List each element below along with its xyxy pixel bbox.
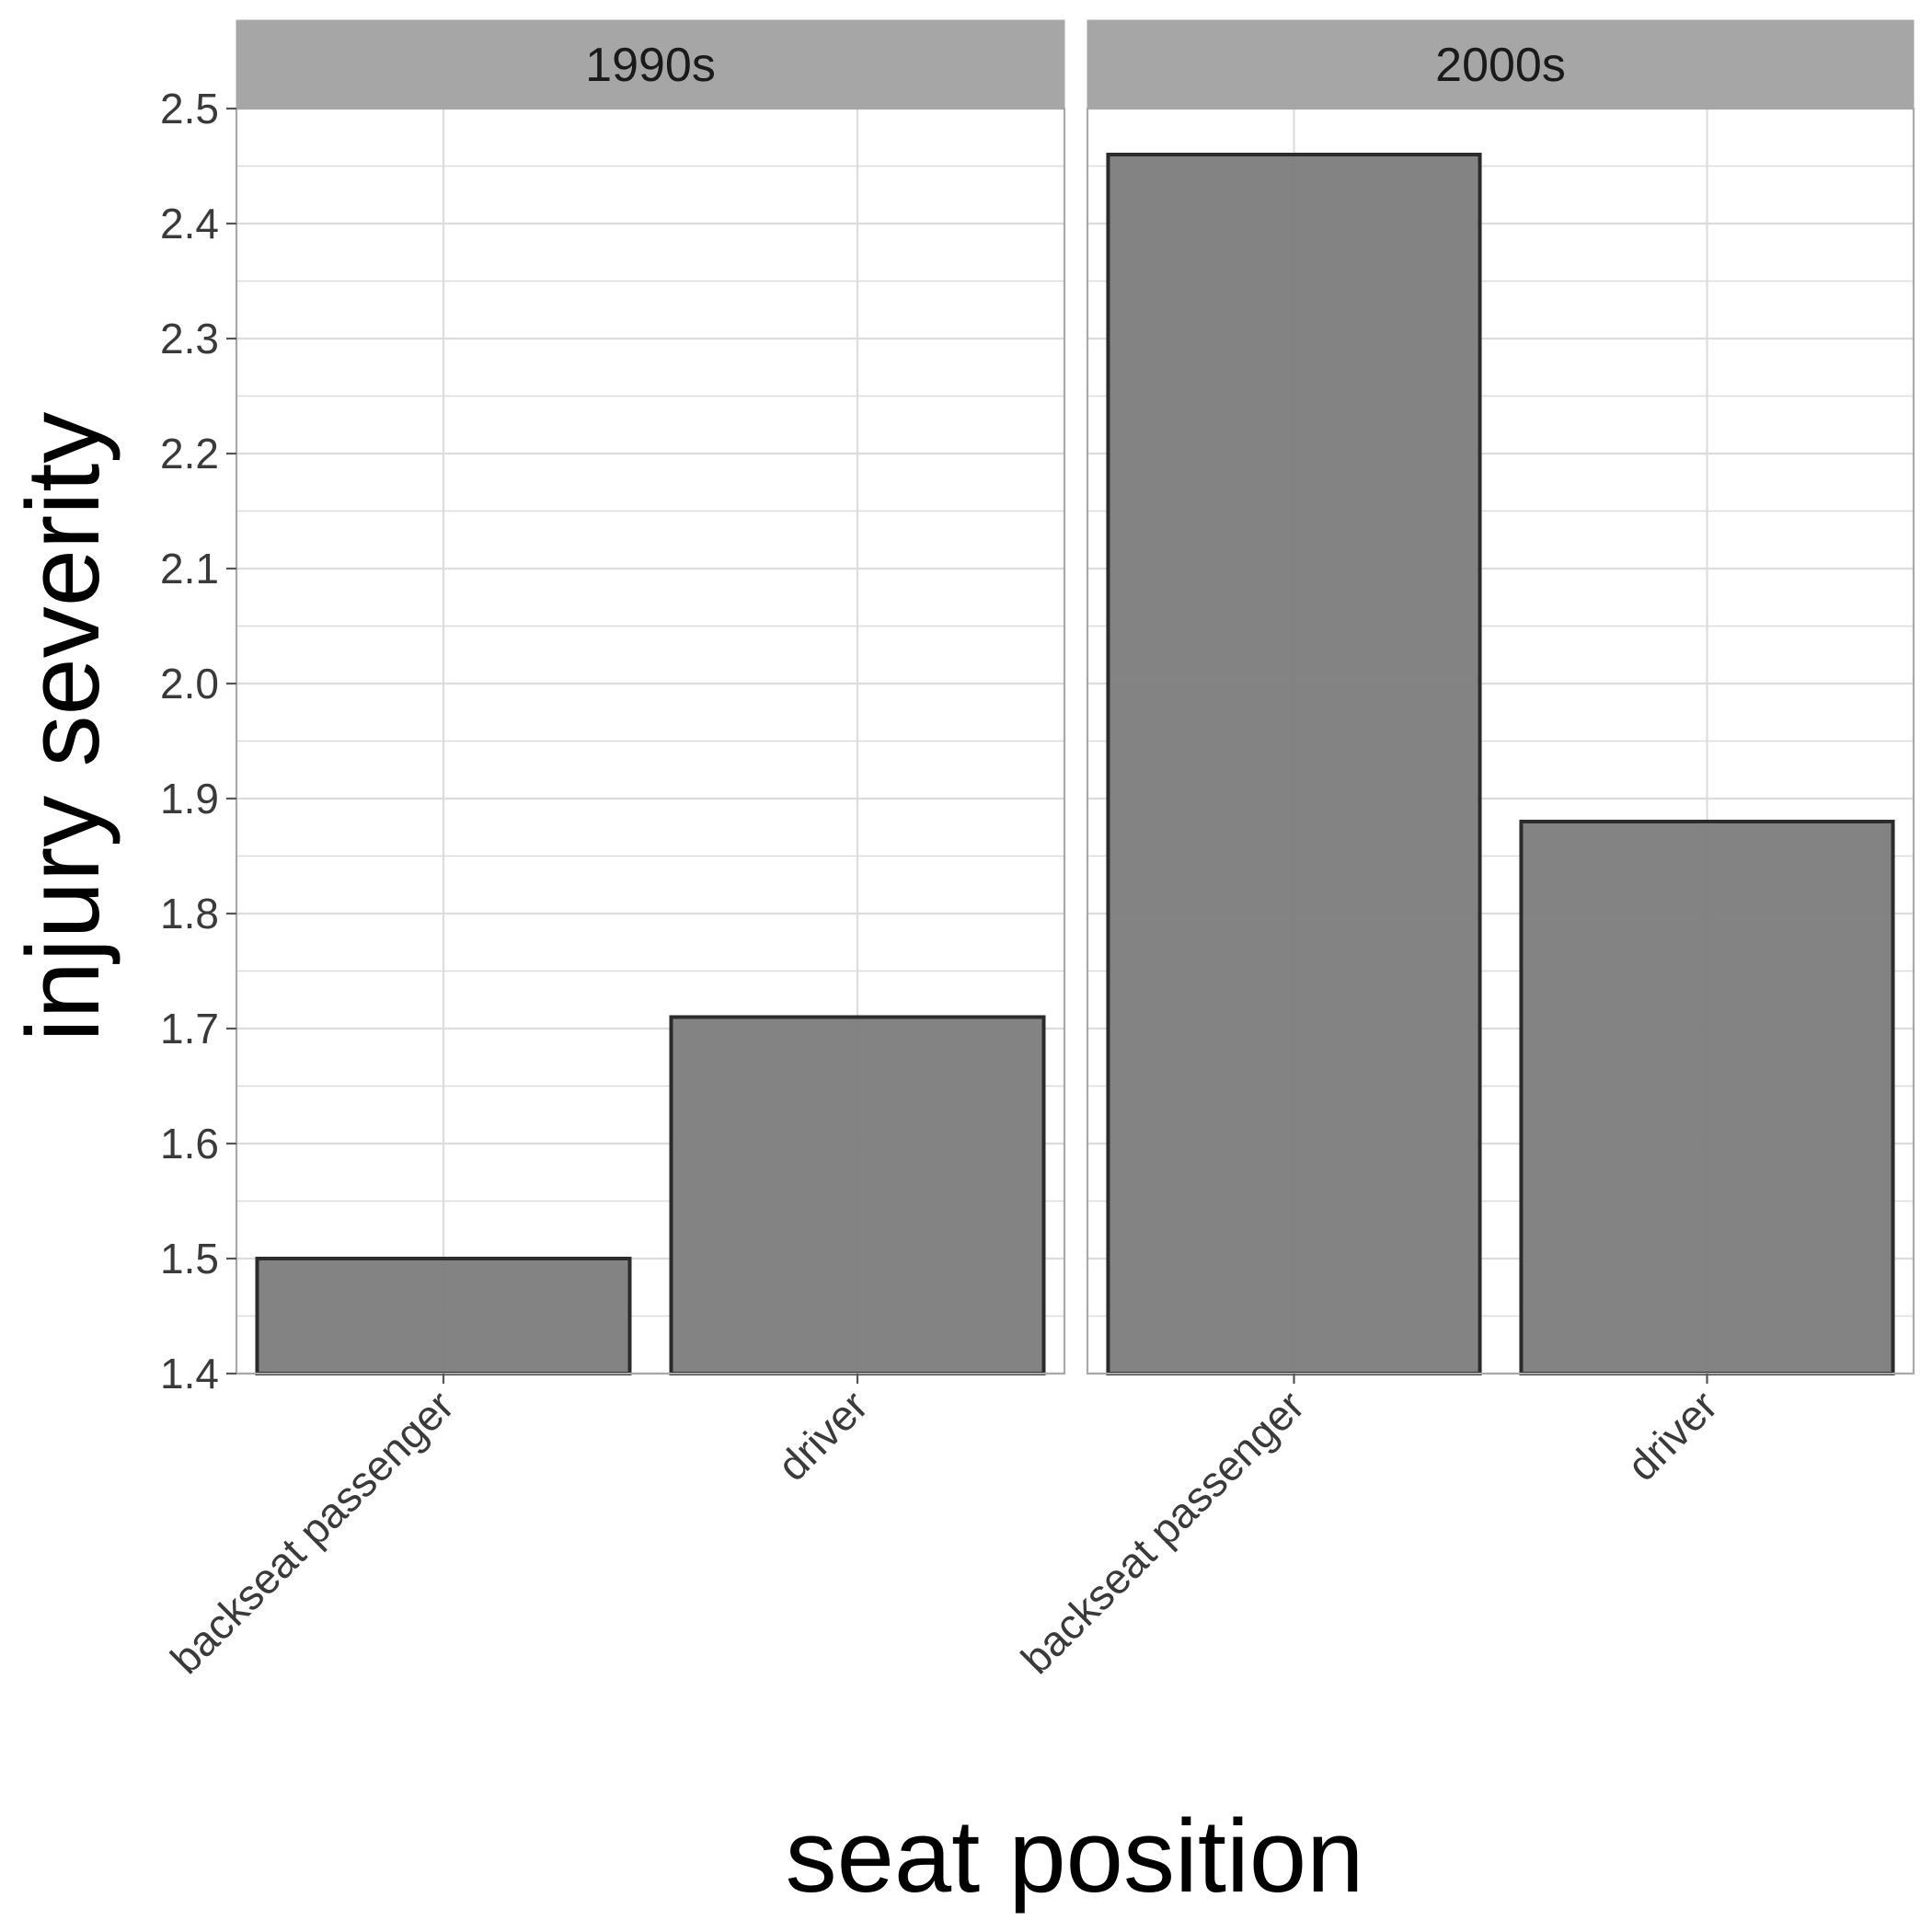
facet-strip: [236, 19, 1065, 109]
x-tick-label: backseat passenger: [1012, 1381, 1314, 1683]
panels: 1990s 2000s: [235, 19, 1915, 1375]
bar-1990s-driver: [669, 1015, 1046, 1375]
y-tick-label: 2.2: [160, 430, 219, 477]
bars: [255, 153, 1895, 1375]
facet-strip-label: 2000s: [1435, 39, 1566, 92]
y-tick-label: 1.9: [160, 775, 219, 822]
x-tick-label: backseat passenger: [161, 1381, 463, 1683]
facet-strip-label: 1990s: [585, 39, 716, 92]
facet-strip: [1087, 19, 1915, 109]
y-tick-label: 2.4: [160, 200, 219, 247]
y-tick-label: 1.7: [160, 1005, 219, 1052]
bar-2000s-backseat-passenger: [1106, 153, 1482, 1375]
bar-2000s-driver: [1519, 820, 1895, 1375]
x-axis-ticks: backseat passenger driver backseat passeng…: [161, 1374, 1727, 1683]
x-axis-title: seat position: [786, 1799, 1364, 1914]
y-tick-label: 1.8: [160, 890, 219, 937]
y-tick-label: 2.3: [160, 315, 219, 362]
x-tick-label: driver: [1617, 1381, 1726, 1489]
bar-1990s-backseat-passenger: [255, 1257, 632, 1375]
y-tick-label: 1.6: [160, 1120, 219, 1167]
y-axis-ticks: 1.4 1.5 1.6 1.7 1.8 1.9 2.0 2.1 2.2 2.3 2.4 2.5: [160, 85, 236, 1397]
y-tick-label: 2.0: [160, 660, 219, 707]
y-tick-label: 1.4: [160, 1350, 219, 1397]
y-axis-title: injury severity: [6, 412, 121, 1042]
y-tick-label: 2.1: [160, 545, 219, 592]
y-tick-label: 1.5: [160, 1235, 219, 1282]
x-tick-label: driver: [768, 1381, 877, 1489]
y-tick-label: 2.5: [160, 85, 219, 132]
